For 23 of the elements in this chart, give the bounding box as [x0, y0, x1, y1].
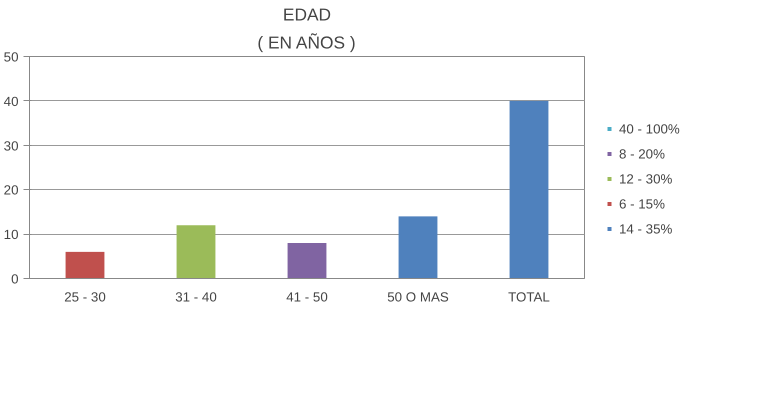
y-tick-label: 20: [4, 182, 19, 198]
legend-label: 40 - 100%: [619, 121, 680, 136]
legend-label: 6 - 15%: [619, 196, 665, 211]
chart-subtitle: ( EN AÑOS ): [257, 32, 356, 52]
y-tick-label: 50: [4, 50, 19, 64]
x-tick-label: 50 O MAS: [387, 290, 449, 304]
bar: [288, 242, 326, 278]
x-tick-label: 41 - 50: [286, 290, 328, 304]
y-tick-label: 10: [4, 227, 19, 242]
bar: [510, 100, 548, 278]
legend-label: 12 - 30%: [619, 171, 672, 186]
x-tick-label: TOTAL: [508, 290, 550, 304]
y-tick-label: 40: [4, 94, 19, 109]
y-tick-label: 0: [11, 272, 19, 286]
legend-label: 14 - 35%: [619, 221, 672, 236]
bar: [176, 225, 216, 278]
bar: [66, 252, 104, 278]
x-tick-label: 25 - 30: [64, 290, 106, 304]
x-tick-label: 31 - 40: [175, 290, 217, 304]
bar: [398, 216, 438, 278]
chart-title: EDAD: [282, 4, 332, 24]
legend-label: 8 - 20%: [619, 146, 665, 161]
y-tick-label: 30: [4, 138, 19, 154]
